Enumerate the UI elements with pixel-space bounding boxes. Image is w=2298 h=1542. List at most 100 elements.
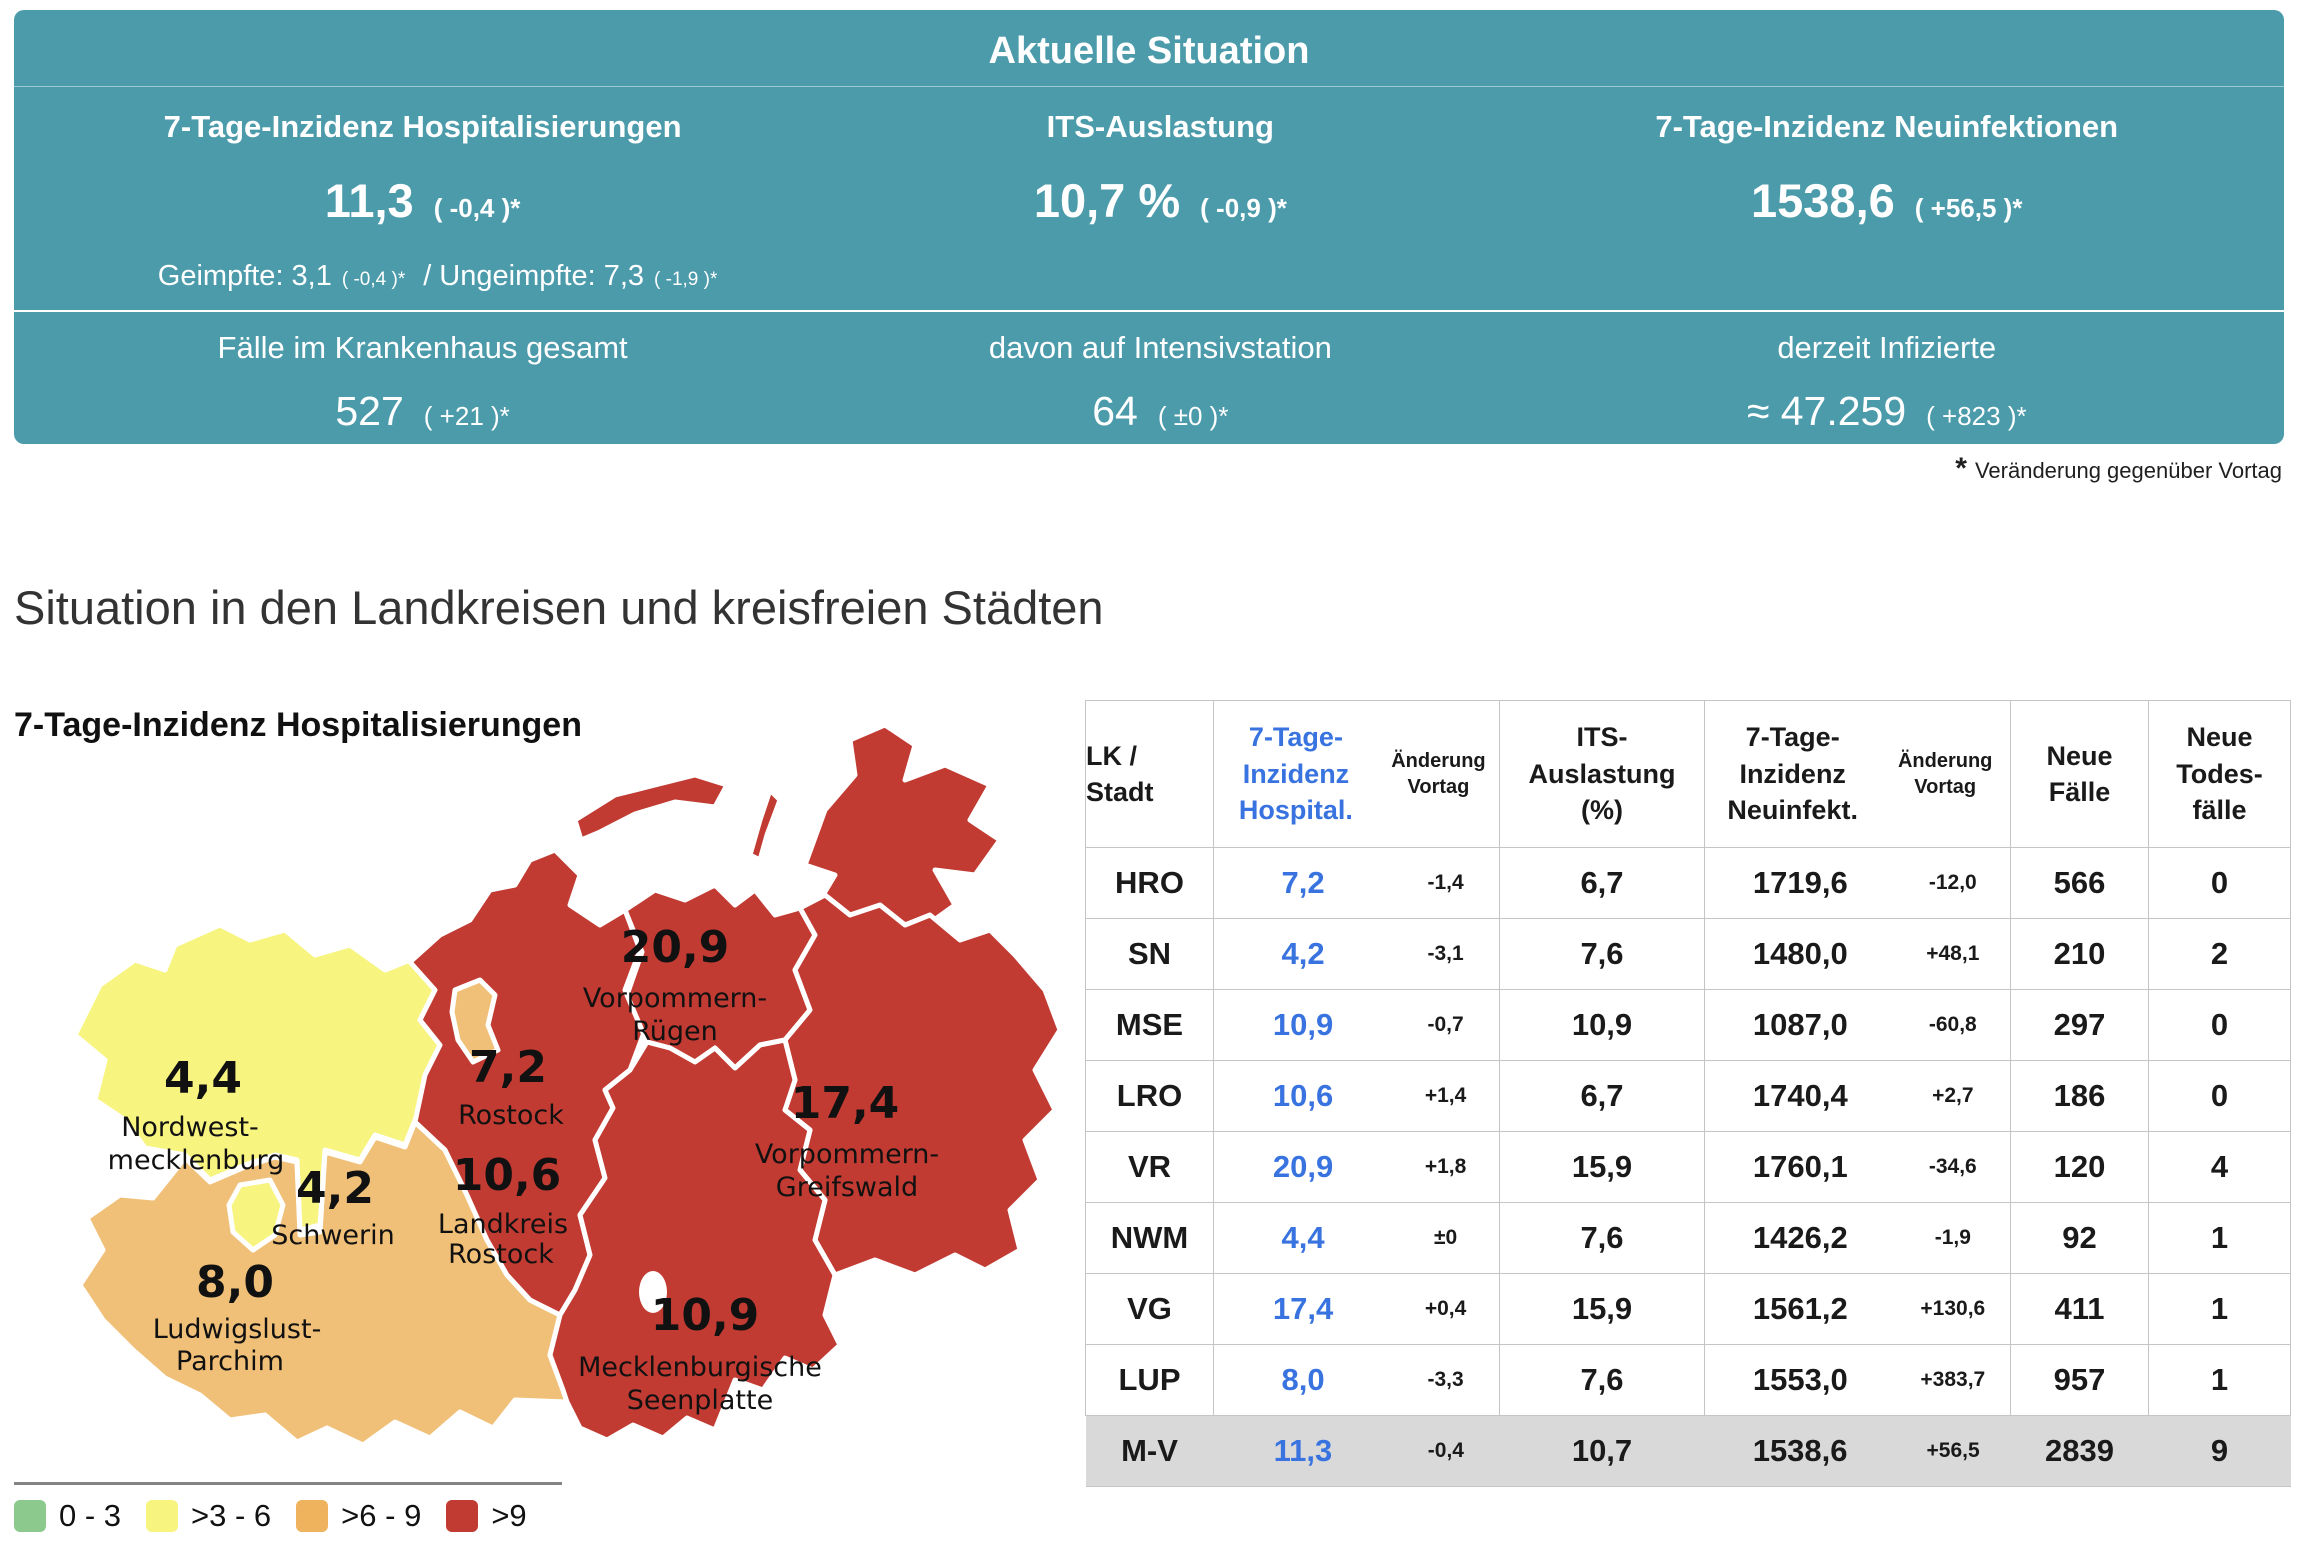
header-new-cases: Neue Fälle — [2046, 740, 2113, 807]
table-row: LUP 8,0 -3,3 7,6 1553,0 +383,7 957 1 — [1085, 1344, 2291, 1416]
panel-bottom-row: Fälle im Krankenhaus gesamt 527 ( +21 )*… — [14, 310, 2284, 444]
geimpfte-value: Geimpfte: 3,1 — [157, 260, 332, 292]
stat-change: ( ±0 )* — [1157, 401, 1229, 431]
stat-currently-infected: derzeit Infizierte ≈ 47.259 ( +823 )* — [1489, 312, 2284, 444]
region-shape-nordwestmecklenburg[interactable] — [72, 922, 448, 1233]
cell-hosp-incidence: 4,2 -3,1 — [1213, 918, 1500, 990]
hosp-value: 10,6 — [1272, 1078, 1334, 1113]
lake-mueritz — [639, 1271, 667, 1313]
stat-change: ( -0,9 )* — [1200, 193, 1287, 223]
cell-new-cases: 210 — [2010, 918, 2149, 990]
stat-value: ≈ 47.259 — [1746, 388, 1907, 434]
cell-new-cases: 957 — [2010, 1344, 2149, 1416]
stat-value: 10,7 % — [1033, 174, 1181, 227]
map-name-line: mecklenburg — [108, 1145, 285, 1176]
infection-value: 1087,0 — [1752, 1007, 1848, 1042]
legend-label: 0 - 3 — [59, 1498, 122, 1533]
table-row: VG 17,4 +0,4 15,9 1561,2 +130,6 411 1 — [1085, 1273, 2291, 1345]
hosp-value: 7,2 — [1281, 865, 1325, 900]
infection-value: 1760,1 — [1752, 1149, 1848, 1184]
header-infection-incidence: 7-Tage- Inzidenz Neuinfekt. — [1727, 722, 1858, 826]
table-header-row: LK / Stadt 7-Tage- Inzidenz Hospital. Än… — [1085, 700, 2291, 848]
legend-label: >6 - 9 — [341, 1498, 422, 1533]
infection-value: 1553,0 — [1752, 1362, 1848, 1397]
map-name-line: Schwerin — [271, 1220, 395, 1251]
cell-infection-incidence: 1740,4 +2,7 — [1704, 1060, 2011, 1132]
table-body: HRO 7,2 -1,4 6,7 1719,6 -12,0 566 0 SN 4,2 -3,1 7,6… — [1085, 847, 2291, 1487]
stat-value: 11,3 — [324, 174, 414, 227]
current-situation-panel: Aktuelle Situation 7-Tage-Inzidenz Hospi… — [14, 10, 2284, 444]
stat-value: 1538,6 — [1751, 174, 1895, 227]
table-row: VR 20,9 +1,8 15,9 1760,1 -34,6 120 4 — [1085, 1131, 2291, 1203]
region-shape-mecklenburgische-seenplatte[interactable] — [547, 1037, 843, 1443]
map-title: 7-Tage-Inzidenz Hospitalisierungen — [14, 706, 582, 744]
hosp-change: -0,7 — [1427, 1013, 1464, 1036]
hosp-change: -1,4 — [1427, 871, 1464, 894]
cell-region-code: M-V — [1085, 1415, 1214, 1487]
infection-change: -60,8 — [1928, 1013, 1977, 1036]
hosp-change: +1,8 — [1424, 1155, 1467, 1178]
region-shape-rostock-stadt[interactable] — [449, 977, 501, 1065]
stat-change: ( +21 )* — [423, 401, 510, 431]
region-shape-schwerin[interactable] — [226, 1177, 286, 1253]
map-value-mecklenburgische-seenplatte: 10,9 — [651, 1290, 760, 1341]
cell-new-cases: 566 — [2010, 847, 2149, 919]
cell-new-deaths: 0 — [2148, 847, 2291, 919]
infection-change: +383,7 — [1920, 1368, 1986, 1391]
infection-change: -34,6 — [1928, 1155, 1977, 1178]
stat-change: ( +823 )* — [1926, 401, 2027, 431]
hosp-change: +0,4 — [1424, 1297, 1467, 1320]
hosp-change: -0,4 — [1427, 1439, 1464, 1462]
table-row: HRO 7,2 -1,4 6,7 1719,6 -12,0 566 0 — [1085, 847, 2291, 919]
cell-region-code: MSE — [1085, 989, 1214, 1061]
legend-item: 0 - 3 — [14, 1498, 121, 1534]
map-name-line: Vorpommern- — [583, 983, 767, 1014]
infection-value: 1426,2 — [1752, 1220, 1848, 1255]
panel-top-row: 7-Tage-Inzidenz Hospitalisierungen 11,3 … — [14, 87, 2284, 293]
map-value-nordwestmecklenburg: 4,4 — [164, 1053, 242, 1104]
cell-hosp-incidence: 17,4 +0,4 — [1213, 1273, 1500, 1345]
hosp-value: 8,0 — [1281, 1362, 1325, 1397]
table-row: SN 4,2 -3,1 7,6 1480,0 +48,1 210 2 — [1085, 918, 2291, 990]
region-shape-darss-peninsula[interactable] — [572, 772, 730, 843]
cell-hosp-incidence: 10,6 +1,4 — [1213, 1060, 1500, 1132]
footnote-asterisk: * — [1955, 452, 1967, 485]
header-hosp-change: Änderung Vortag — [1391, 750, 1486, 798]
cell-icu-load: 15,9 — [1499, 1131, 1705, 1203]
cell-infection-incidence: 1426,2 -1,9 — [1704, 1202, 2011, 1274]
cell-region-code: VR — [1085, 1131, 1214, 1203]
infection-change: -12,0 — [1928, 871, 1977, 894]
map-value-rostock-stadt: 7,2 — [469, 1042, 547, 1093]
infection-change: -1,9 — [1934, 1226, 1971, 1249]
map-name-line: Greifswald — [776, 1172, 918, 1203]
map-name-line: Ludwigslust- — [153, 1314, 322, 1345]
infection-change: +48,1 — [1926, 942, 1980, 965]
region-shape-hiddensee-island[interactable] — [747, 787, 783, 863]
ungeimpfte-value: Ungeimpfte: 7,3 — [439, 260, 645, 292]
district-table: LK / Stadt 7-Tage- Inzidenz Hospital. Än… — [1085, 700, 2291, 1487]
stat-value: 527 — [335, 388, 404, 434]
map-name-line: Parchim — [176, 1346, 284, 1377]
breakdown-separator: / — [423, 260, 432, 292]
cell-new-cases: 297 — [2010, 989, 2149, 1061]
panel-title: Aktuelle Situation — [14, 10, 2284, 87]
cell-hosp-incidence: 20,9 +1,8 — [1213, 1131, 1500, 1203]
stat-label: Fälle im Krankenhaus gesamt — [217, 330, 628, 365]
cell-icu-load: 10,7 — [1499, 1415, 1705, 1487]
infection-value: 1740,4 — [1752, 1078, 1848, 1113]
infection-value: 1719,6 — [1752, 865, 1848, 900]
legend-swatch — [146, 1500, 179, 1532]
cell-region-code: NWM — [1085, 1202, 1214, 1274]
cell-new-deaths: 1 — [2148, 1273, 2291, 1345]
infection-change: +130,6 — [1920, 1297, 1986, 1320]
footnote: * Veränderung gegenüber Vortag — [1955, 452, 2282, 486]
legend-item: >6 - 9 — [296, 1498, 421, 1534]
map-labels: 20,9 Vorpommern- Rügen 7,2 Rostock 10,6 … — [108, 922, 940, 1416]
stat-icu: ITS-Auslastung 10,7 % ( -0,9 )* — [831, 87, 1489, 293]
stat-change: ( +56,5 )* — [1914, 193, 2023, 223]
cell-infection-incidence: 1480,0 +48,1 — [1704, 918, 2011, 990]
cell-new-cases: 411 — [2010, 1273, 2149, 1345]
cell-icu-load: 7,6 — [1499, 1202, 1705, 1274]
header-lk-stadt: LK / Stadt — [1086, 740, 1154, 807]
cell-infection-incidence: 1719,6 -12,0 — [1704, 847, 2011, 919]
